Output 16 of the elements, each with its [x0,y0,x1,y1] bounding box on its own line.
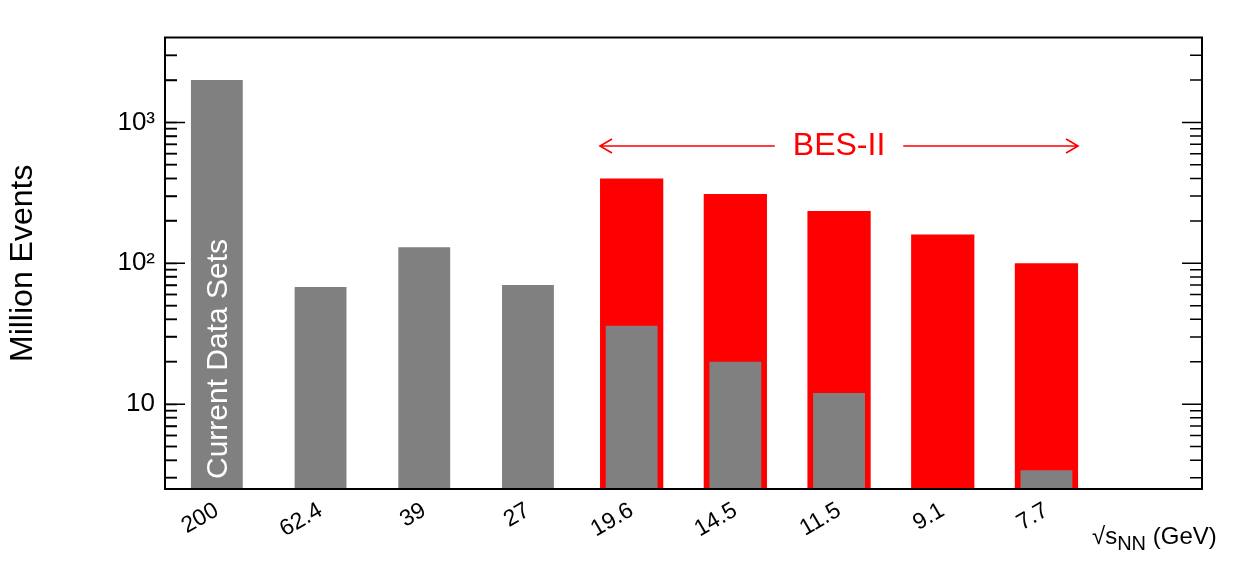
y-tick-label: 10² [117,246,156,277]
x-tick-label: 62.4 [274,496,327,542]
y-tick-label: 10 [126,387,155,418]
x-tick-label: 19.6 [585,496,638,542]
series-label: BES-II [792,125,886,162]
x-tick-label: 200 [176,496,223,538]
x-tick-label: 27 [498,496,534,532]
x-tick-label: 9.1 [907,496,949,535]
y-axis-title: Million Events [3,164,40,362]
x-tick-label: 39 [394,496,430,532]
x-tick-label: 7.7 [1011,496,1053,535]
series-label: Current Data Sets [200,238,234,479]
x-axis-title: √s$_{NN}$ (GeV) [1092,522,1217,555]
x-tick-label: 14.5 [689,496,742,542]
y-tick-label: 10³ [117,105,156,136]
x-tick-label: 11.5 [794,496,845,541]
